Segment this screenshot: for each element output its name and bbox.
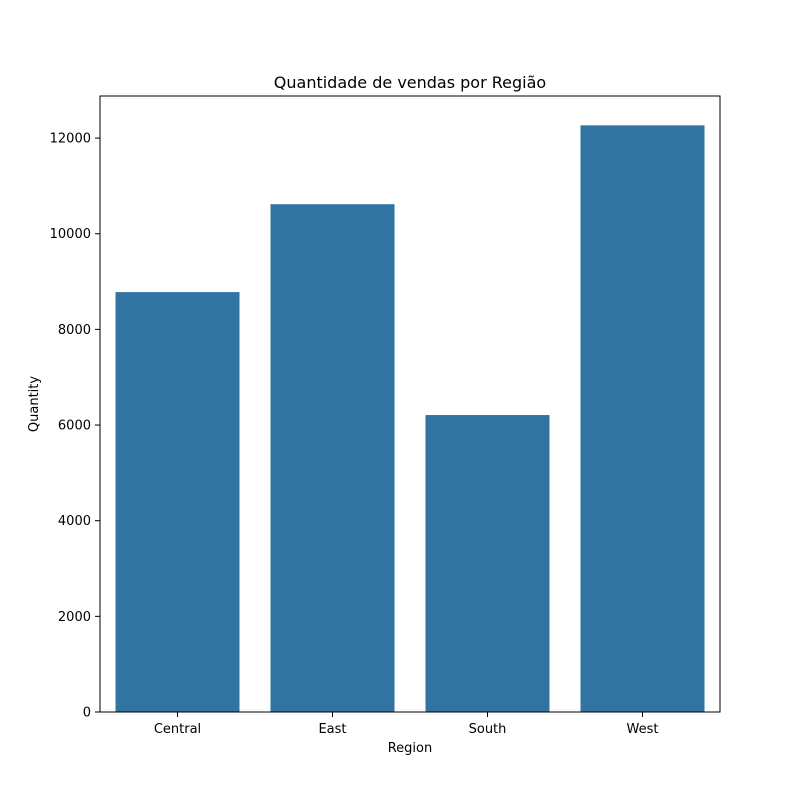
x-axis-label: Region — [388, 741, 433, 756]
y-tick-label: 10000 — [50, 227, 91, 242]
y-tick-label: 0 — [83, 706, 91, 721]
y-tick-label: 2000 — [58, 610, 91, 625]
y-tick-label: 4000 — [58, 514, 91, 529]
x-tick-label: Central — [154, 722, 201, 737]
y-axis-label: Quantity — [27, 376, 42, 432]
plot-frame — [99, 95, 721, 713]
x-tick-label: West — [627, 722, 659, 737]
x-axis-ticks: Central East South West — [154, 712, 659, 737]
y-tick-label: 12000 — [50, 132, 91, 147]
x-tick-label: East — [318, 722, 346, 737]
bar-east — [270, 204, 395, 712]
chart-title: Quantidade de vendas por Região — [274, 73, 546, 92]
bar-south — [425, 415, 550, 712]
y-axis-ticks: 0 2000 4000 6000 8000 10000 12000 — [50, 132, 100, 721]
y-tick-label: 6000 — [58, 419, 91, 434]
bars-layer — [115, 125, 705, 712]
bar-west — [580, 125, 705, 712]
x-tick-label: South — [469, 722, 507, 737]
bar-central — [115, 292, 240, 712]
y-tick-label: 8000 — [58, 323, 91, 338]
